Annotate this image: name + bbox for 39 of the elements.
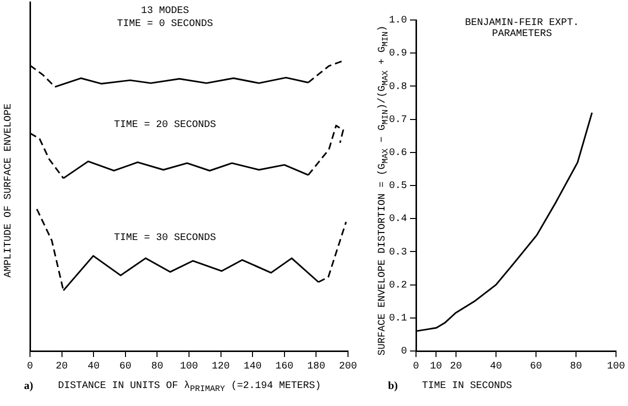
y-axis-title: AMPLITUDE OF SURFACE ENVELOPE — [4, 102, 15, 278]
x-tick-label: 140 — [244, 362, 262, 373]
x-tick-label: 20 — [56, 362, 68, 373]
y-tick-label: 0.4 — [388, 214, 408, 226]
x-tick-label: 10 — [430, 362, 442, 373]
text: b) — [388, 380, 398, 392]
y-tick-label: 0.7 — [388, 114, 408, 126]
x-tick-label: 160 — [275, 362, 294, 373]
y-tick-label: 0.1 — [388, 314, 408, 325]
x-tick-label: 0 — [412, 362, 420, 373]
text: TIME = 0 SECONDS — [116, 19, 214, 30]
x-tick-label: 120 — [212, 362, 230, 373]
y-tick-label: 1.0 — [388, 16, 408, 27]
annotation: TIME = 20 SECONDS — [112, 120, 218, 131]
x-tick-label: 0 — [26, 362, 34, 373]
x-tick-label: 100 — [180, 362, 198, 373]
x-tick-label: 40 — [490, 362, 502, 373]
x-tick-label: 60 — [119, 362, 132, 373]
x-tick-label: 40 — [88, 362, 100, 373]
x-tick-label: 200 — [338, 362, 358, 373]
annotation: TIME = 30 SECONDS — [112, 233, 218, 244]
text: 13 MODES — [140, 6, 190, 17]
text: a) — [24, 380, 34, 392]
x-tick-label: 20 — [450, 362, 462, 373]
x-tick-label: 80 — [570, 362, 582, 373]
y-tick-label: 0.2 — [388, 280, 408, 292]
y-tick-label: 0.3 — [388, 247, 408, 258]
x-tick-label: 180 — [307, 362, 326, 373]
annotation: BENJAMIN-FEIR EXPT. PARAMETERS — [464, 18, 580, 40]
x-axis-title: TIME IN SECONDS — [422, 381, 512, 392]
y-tick-label: 0.9 — [388, 48, 408, 60]
y-tick-label: 0.5 — [388, 181, 408, 192]
x-tick-label: 80 — [151, 362, 164, 373]
y-tick-label: 0.8 — [388, 82, 408, 93]
x-axis-title: DISTANCE IN UNITS OF λ$_{PRIMARY}$ (=2.194 METERS) — [58, 381, 322, 394]
y-tick-label: 0.6 — [388, 148, 408, 160]
y-tick-label: 0 — [400, 346, 408, 358]
x-tick-label: 100 — [606, 362, 626, 373]
x-tick-label: 60 — [530, 362, 542, 373]
